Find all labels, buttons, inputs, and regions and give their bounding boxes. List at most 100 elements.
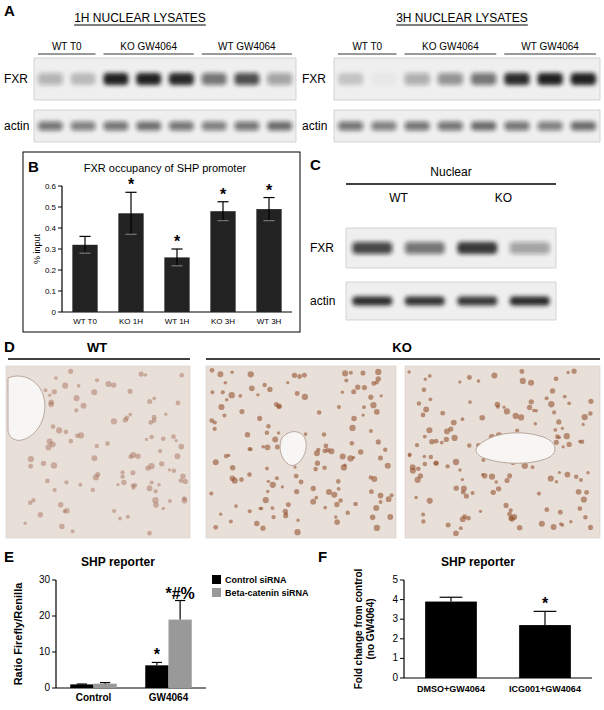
nucleus [131,486,135,490]
nucleus [417,401,421,405]
nucleus [266,490,270,494]
lane-label: WT T0 [52,41,82,52]
title-rule [346,183,556,185]
nucleus [461,417,465,421]
panel-letter: A [4,2,15,19]
nucleus [257,416,262,421]
bar [169,620,192,688]
western-blot: 1H NUCLEAR LYSATESWT T0KO GW4064WT GW406… [4,11,296,142]
nucleus [555,480,558,483]
nucleus [467,375,472,380]
nucleus [433,461,438,466]
legend-swatch [212,575,221,584]
nucleus [175,439,178,442]
nucleus [567,442,572,447]
nucleus [496,405,500,409]
nucleus [427,498,433,504]
significance-mark: * [542,595,549,612]
y-tick-label: 2 [392,633,398,644]
nucleus [69,439,74,444]
nucleus [217,371,223,377]
nucleus [78,483,82,487]
nucleus [74,408,78,412]
nucleus [248,371,254,377]
blot-membrane [34,58,296,100]
nucleus [479,415,485,421]
nucleus [299,479,304,484]
nucleus [336,479,341,484]
y-tick [58,207,62,208]
nucleus [580,439,584,443]
blot-membrane [334,58,600,100]
nucleus [355,385,360,390]
nucleus [560,523,564,527]
error-bar [440,597,463,601]
nucleus [565,472,571,478]
nucleus [527,405,532,410]
nucleus [225,398,229,402]
vessel [8,376,45,440]
lane-rule [104,54,194,55]
nucleus [64,429,69,434]
nucleus [539,521,545,527]
nucleus [340,454,346,460]
blot-band [202,73,227,85]
blot-band [438,73,463,85]
nucleus [210,368,215,373]
nucleus [178,444,184,450]
nucleus [174,453,180,459]
y-tick-label: 0.2 [45,266,57,275]
nucleus [337,487,341,491]
nucleus [569,520,572,523]
nucleus [271,506,275,510]
bar [256,209,281,312]
lane-rule [38,54,96,55]
error-cap [217,220,228,221]
nucleus [232,478,238,484]
y-tick-label: 5 [392,574,398,585]
nucleus [71,529,75,533]
nucleus [464,493,469,498]
nucleus [230,465,235,470]
nucleus [157,483,161,487]
nucleus [105,441,110,446]
nucleus [126,515,130,519]
nucleus [338,498,343,503]
nucleus [358,449,363,454]
nucleus [147,485,153,491]
nucleus [314,496,318,500]
nucleus [322,448,327,453]
nucleus [120,470,124,474]
nucleus [260,526,265,531]
nucleus [531,465,535,469]
nucleus [183,479,188,484]
nucleus [429,397,433,401]
tissue-image [405,366,600,538]
nucleus [44,388,48,392]
error-stem [130,192,131,234]
nucleus [74,395,80,401]
nucleus [45,479,50,484]
nucleus [292,373,297,378]
nucleus [407,370,410,373]
y-tick-label: 1 [392,652,398,663]
nucleus [105,381,111,387]
error-bar [263,198,274,221]
blot-band [202,122,227,131]
nucleus [528,380,534,386]
bar [164,257,189,312]
nucleus [360,370,365,375]
nucleus [504,408,510,414]
western-blot: 3H NUCLEAR LYSATESWT T0KO GW4064WT GW406… [302,11,600,142]
nucleus [491,490,496,495]
nucleus [477,379,481,383]
nucleus [222,413,226,417]
y-tick-label: 0.6 [45,182,57,191]
blot-band [71,73,96,85]
nucleus [213,427,217,431]
nucleus [537,492,541,496]
nucleus [385,463,391,469]
nucleus [275,444,280,449]
nucleus [58,502,64,508]
blot-membrane [334,110,600,142]
